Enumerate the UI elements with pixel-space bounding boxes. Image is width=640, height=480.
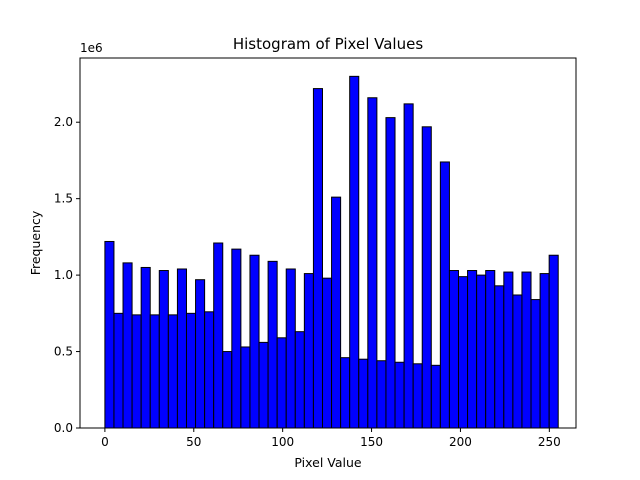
histogram-bar bbox=[412, 363, 423, 429]
plot-frame bbox=[79, 57, 577, 429]
histogram-bar bbox=[122, 262, 133, 429]
histogram-bar bbox=[204, 311, 215, 429]
histogram-bar bbox=[140, 266, 151, 429]
histogram-bar bbox=[222, 351, 233, 429]
histogram-bar bbox=[457, 276, 469, 429]
histogram-bar bbox=[530, 299, 541, 429]
histogram-bar bbox=[394, 361, 405, 429]
histogram-bar bbox=[512, 294, 523, 429]
histogram-bar bbox=[258, 341, 269, 429]
histogram-bar bbox=[349, 75, 360, 429]
histogram-bar bbox=[421, 126, 432, 429]
histogram-bar bbox=[131, 314, 142, 429]
histogram-bar bbox=[285, 268, 296, 429]
histogram-bar bbox=[548, 254, 559, 429]
x-tick-label: 200 bbox=[449, 435, 472, 449]
histogram-bar bbox=[467, 270, 478, 429]
histogram-bar bbox=[331, 196, 342, 429]
histogram-bar bbox=[376, 360, 387, 429]
histogram-bar bbox=[439, 161, 450, 429]
histogram-bar bbox=[303, 273, 314, 429]
histogram-bar bbox=[104, 240, 115, 429]
bars-group bbox=[104, 75, 559, 429]
histogram-bar bbox=[358, 358, 369, 429]
histogram-bar bbox=[485, 270, 496, 429]
x-tick-label: 50 bbox=[186, 435, 201, 449]
histogram-bar bbox=[176, 268, 187, 429]
histogram-bar bbox=[267, 260, 278, 429]
histogram-bar bbox=[249, 254, 260, 429]
x-tick-label: 0 bbox=[101, 435, 109, 449]
x-axis-ticks: 0 50 100 150 200 250 bbox=[101, 428, 561, 449]
histogram-bar bbox=[521, 271, 532, 429]
y-tick-label: 1.5 bbox=[54, 192, 73, 206]
histogram-bar bbox=[294, 331, 305, 429]
histogram-bar bbox=[321, 277, 333, 429]
x-tick-label: 100 bbox=[271, 435, 294, 449]
histogram-bar bbox=[539, 273, 550, 429]
y-tick-label: 2.0 bbox=[54, 115, 73, 129]
histogram-bar bbox=[403, 103, 414, 429]
histogram-bar bbox=[494, 285, 505, 429]
histogram-bar bbox=[430, 364, 441, 429]
y-offset-label: 1e6 bbox=[80, 41, 103, 55]
histogram-bar bbox=[476, 274, 487, 429]
chart-title: Histogram of Pixel Values bbox=[233, 35, 423, 53]
histogram-bar bbox=[167, 314, 178, 429]
histogram-bar bbox=[213, 242, 224, 429]
histogram-bar bbox=[113, 312, 124, 429]
histogram-bar bbox=[312, 88, 323, 429]
histogram-bar bbox=[185, 312, 197, 429]
histogram-bar bbox=[158, 270, 169, 429]
y-axis-ticks: 0.0 0.5 1.0 1.5 2.0 bbox=[54, 115, 80, 435]
histogram-bar bbox=[231, 248, 242, 429]
y-tick-label: 0.0 bbox=[54, 421, 73, 435]
histogram-bar bbox=[385, 117, 396, 429]
x-tick-label: 150 bbox=[360, 435, 383, 449]
x-tick-label: 250 bbox=[538, 435, 561, 449]
y-axis-label: Frequency bbox=[28, 210, 43, 275]
y-tick-label: 1.0 bbox=[54, 268, 73, 282]
histogram-bar bbox=[448, 270, 459, 429]
histogram-bar bbox=[367, 97, 378, 429]
histogram-bar bbox=[240, 346, 251, 429]
y-tick-label: 0.5 bbox=[54, 345, 73, 359]
histogram-bar bbox=[149, 314, 160, 429]
histogram-bar bbox=[340, 357, 351, 429]
histogram-bar bbox=[195, 279, 206, 429]
histogram-bar bbox=[503, 271, 514, 429]
x-axis-label: Pixel Value bbox=[294, 455, 362, 470]
histogram-bar bbox=[276, 337, 287, 429]
